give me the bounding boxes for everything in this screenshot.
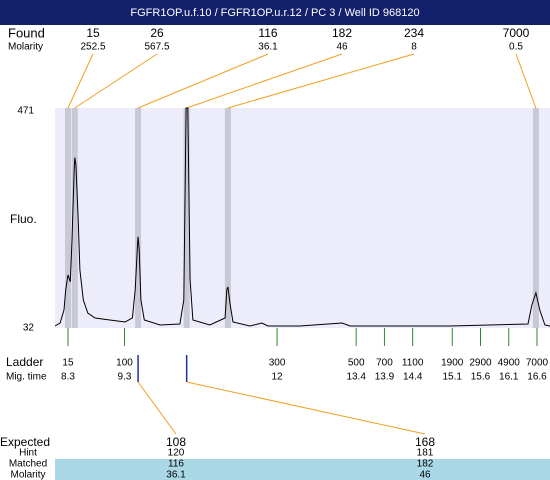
molarity-value: 46 <box>419 470 431 480</box>
molarity-value: 36.1 <box>166 470 186 480</box>
matched-label: Matched <box>9 459 47 470</box>
ladder-size: 2900 <box>469 358 492 369</box>
found-size: 15 <box>86 26 100 40</box>
found-label: Found <box>8 25 45 40</box>
peak-leader <box>186 53 343 109</box>
found-molarity: 567.5 <box>144 42 169 53</box>
expected-molarity-label: Molarity <box>10 470 45 480</box>
found-molarity: 36.1 <box>258 42 278 53</box>
y-tick-label: 471 <box>17 106 34 117</box>
ladder-time: 13.4 <box>346 372 366 383</box>
hint-label: Hint <box>19 448 37 459</box>
title-bar <box>0 0 550 25</box>
ladder-time: 16.6 <box>527 372 547 383</box>
ladder-time: 8.3 <box>61 372 75 383</box>
matched-band <box>55 459 550 480</box>
peak-band <box>135 108 142 328</box>
found-molarity: 252.5 <box>80 42 105 53</box>
found-molarity: 0.5 <box>509 42 523 53</box>
found-size: 234 <box>404 26 424 40</box>
hint-value: 120 <box>168 448 185 459</box>
title: FGFR1OP.u.f.10 / FGFR1OP.u.r.12 / PC 3 /… <box>130 7 419 19</box>
expected-label: Expected <box>0 435 50 449</box>
found-molarity: 8 <box>411 42 417 53</box>
peak-band <box>224 108 231 328</box>
ladder-size: 4900 <box>498 358 521 369</box>
ladder-size: 300 <box>269 358 286 369</box>
ladder-size: 500 <box>348 358 365 369</box>
peak-leader <box>515 53 537 109</box>
ladder-size: 700 <box>376 358 393 369</box>
trace <box>54 107 550 327</box>
expected-leader <box>137 381 177 435</box>
mig-time-label: Mig. time <box>6 372 47 383</box>
found-size: 182 <box>332 26 352 40</box>
hint-value: 181 <box>417 448 434 459</box>
expected-leader <box>186 381 426 435</box>
peak-leader <box>227 53 415 109</box>
ladder-size: 7000 <box>526 358 549 369</box>
found-size: 7000 <box>503 26 530 40</box>
y-label: Fluo. <box>10 212 37 226</box>
ladder-time: 9.3 <box>118 372 132 383</box>
peak-leader <box>74 53 158 109</box>
found-size: 116 <box>258 26 277 40</box>
y-tick-label: 32 <box>23 323 35 334</box>
peak-leader <box>137 53 269 109</box>
peak-band <box>71 108 78 328</box>
ladder-size: 15 <box>62 358 74 369</box>
ladder-size: 100 <box>116 358 133 369</box>
ladder-time: 13.9 <box>375 372 395 383</box>
peak-leader <box>67 53 94 109</box>
peak-band <box>183 108 190 328</box>
expected-value: 108 <box>166 435 186 449</box>
found-size: 26 <box>150 26 164 40</box>
ladder-size: 1900 <box>441 358 464 369</box>
expected-value: 168 <box>415 435 435 449</box>
molarity-label: Molarity <box>8 42 43 53</box>
ladder-label: Ladder <box>6 355 43 369</box>
plot-area <box>55 108 550 328</box>
matched-value: 116 <box>168 459 184 470</box>
found-molarity: 46 <box>336 42 348 53</box>
ladder-time: 14.4 <box>403 372 423 383</box>
peak-band <box>532 108 539 328</box>
ladder-time: 16.1 <box>499 372 519 383</box>
ladder-time: 12 <box>272 372 284 383</box>
peak-band <box>64 108 71 328</box>
ladder-time: 15.1 <box>443 372 463 383</box>
ladder-time: 15.6 <box>471 372 491 383</box>
ladder-size: 1100 <box>402 358 424 369</box>
matched-value: 182 <box>417 459 434 470</box>
